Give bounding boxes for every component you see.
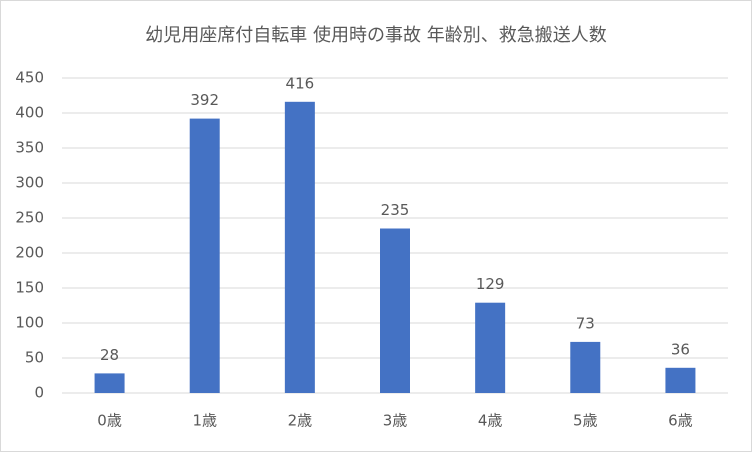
y-tick-label: 250 <box>15 209 44 227</box>
x-tick-label: 0歳 <box>97 412 122 430</box>
x-tick-label: 5歳 <box>573 412 598 430</box>
bar <box>94 373 125 393</box>
x-tick-label: 4歳 <box>478 412 503 430</box>
bar <box>380 228 410 393</box>
x-tick-label: 1歳 <box>192 412 217 430</box>
y-tick-label: 0 <box>34 384 44 402</box>
y-tick-label: 450 <box>15 69 44 87</box>
y-tick-label: 350 <box>15 139 44 157</box>
data-label: 416 <box>286 74 315 92</box>
y-tick-label: 100 <box>15 314 44 332</box>
data-label: 36 <box>671 340 690 358</box>
data-label: 235 <box>381 201 410 219</box>
bar <box>665 367 696 393</box>
bar <box>284 101 315 394</box>
x-tick-label: 2歳 <box>288 412 313 430</box>
x-tick-label: 3歳 <box>383 412 408 430</box>
y-tick-label: 150 <box>15 279 44 297</box>
y-tick-label: 50 <box>25 349 44 367</box>
bar <box>570 341 601 393</box>
y-tick-label: 300 <box>15 174 44 192</box>
data-label: 392 <box>190 91 219 109</box>
bar <box>189 118 220 393</box>
data-label: 129 <box>476 275 505 293</box>
bar <box>475 302 506 393</box>
chart-title: 幼児用座席付自転車 使用時の事故 年齢別、救急搬送人数 <box>145 25 606 46</box>
y-tick-label: 200 <box>15 244 44 262</box>
y-tick-label: 400 <box>15 104 44 122</box>
data-label: 28 <box>100 346 119 364</box>
x-tick-label: 6歳 <box>668 412 693 430</box>
data-label: 73 <box>576 314 595 332</box>
